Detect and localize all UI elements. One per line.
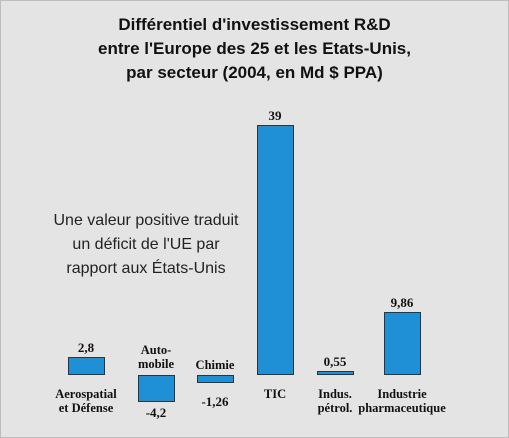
value-label: 39 [268, 107, 282, 123]
bar [137, 375, 175, 402]
category-label: Indus. pétrol. [317, 387, 353, 415]
value-label: -4,2 [145, 404, 167, 420]
bar [67, 357, 105, 375]
bar [196, 375, 234, 384]
annotation: Une valeur positive traduit un déficit d… [53, 212, 239, 277]
category-label: Aerospatial et Défense [55, 387, 117, 415]
chart-title: Différentiel d'investissement R&D entre … [98, 15, 411, 82]
category-label: Auto- mobile [137, 343, 175, 371]
value-label: 9,86 [390, 294, 414, 310]
value-label: 0,55 [323, 354, 347, 370]
category-label: Chimie [195, 358, 235, 372]
value-label: 2,8 [77, 340, 95, 356]
category-label: TIC [263, 387, 287, 401]
bar [316, 371, 354, 375]
bar [383, 311, 421, 375]
bar [256, 124, 294, 375]
value-label: -1,26 [201, 394, 229, 410]
category-label: Industrie pharmaceutique [358, 387, 446, 415]
